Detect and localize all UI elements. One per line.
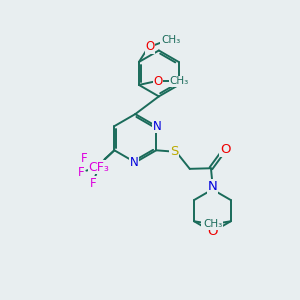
Text: O: O — [220, 143, 230, 156]
Text: CH₃: CH₃ — [203, 219, 223, 229]
Text: F: F — [78, 166, 84, 179]
Text: CH₃: CH₃ — [202, 219, 221, 229]
Text: O: O — [154, 75, 163, 88]
Text: F: F — [90, 177, 97, 190]
Text: N: N — [153, 120, 161, 133]
Text: CH₃: CH₃ — [161, 35, 180, 45]
Text: CH₃: CH₃ — [170, 76, 189, 86]
Text: N: N — [208, 180, 217, 193]
Text: S: S — [170, 145, 178, 158]
Text: F: F — [81, 152, 87, 165]
Text: O: O — [207, 225, 218, 239]
Text: O: O — [146, 40, 155, 53]
Text: N: N — [130, 156, 139, 169]
Text: CF₃: CF₃ — [88, 160, 109, 174]
